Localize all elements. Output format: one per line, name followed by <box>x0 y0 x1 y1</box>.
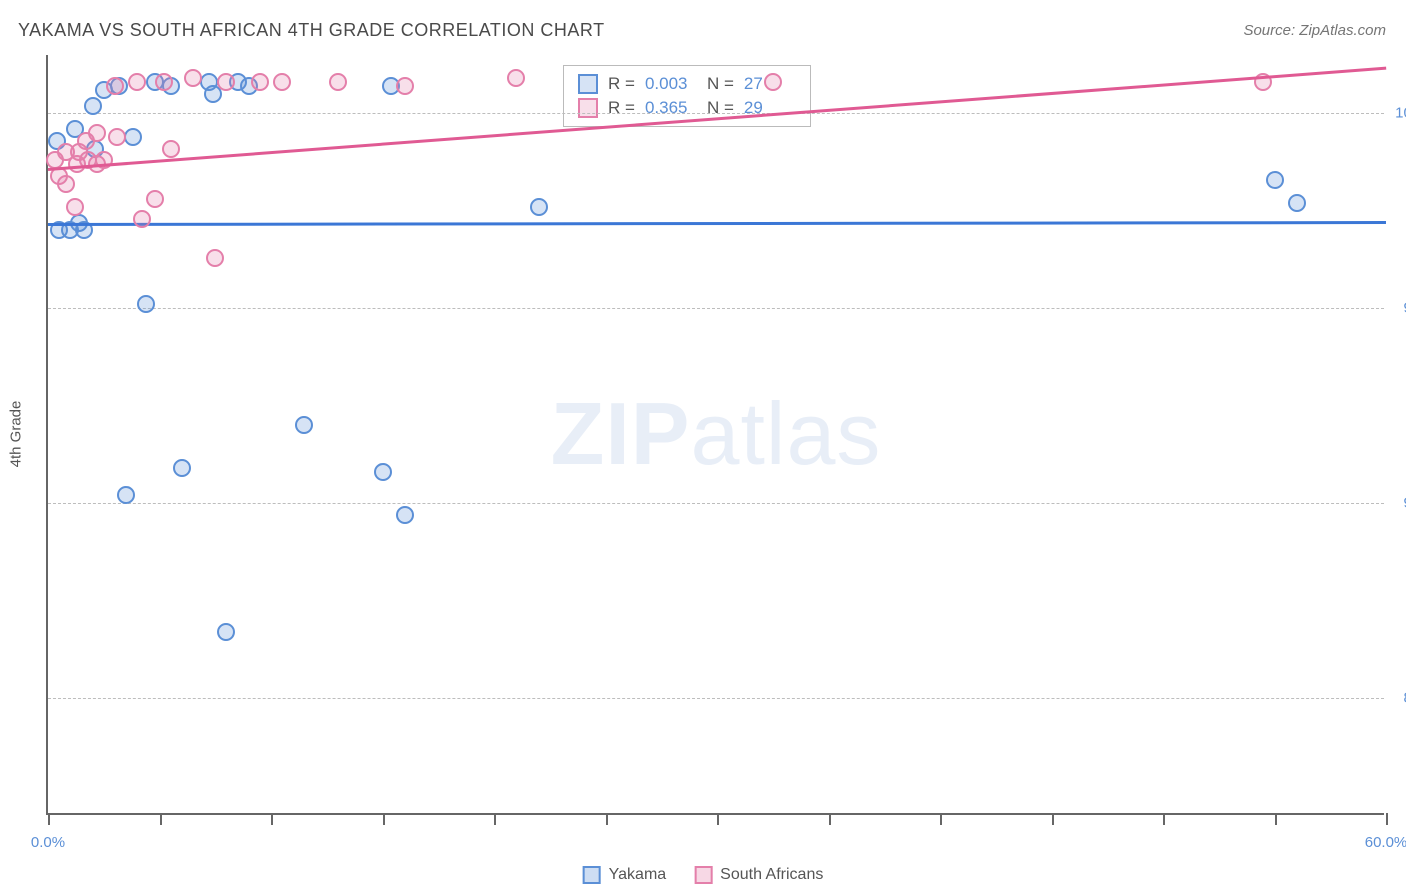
scatter-point <box>251 73 269 91</box>
scatter-point <box>1288 194 1306 212</box>
scatter-point <box>217 623 235 641</box>
scatter-point <box>295 416 313 434</box>
x-tick <box>383 813 385 825</box>
y-tick-label: 100.0% <box>1395 105 1406 122</box>
legend-item: South Africans <box>694 866 823 884</box>
legend-swatch <box>583 866 601 884</box>
scatter-point <box>184 69 202 87</box>
r-value: 0.365 <box>645 98 697 118</box>
scatter-point <box>396 506 414 524</box>
r-label: R = <box>608 98 635 118</box>
scatter-point <box>507 69 525 87</box>
legend-item: Yakama <box>583 866 667 884</box>
scatter-point <box>117 486 135 504</box>
trendline <box>48 221 1386 226</box>
gridline-h <box>48 308 1384 309</box>
x-tick <box>829 813 831 825</box>
bottom-legend: Yakama South Africans <box>583 866 824 884</box>
scatter-point <box>66 198 84 216</box>
scatter-point <box>88 124 106 142</box>
legend-swatch <box>578 74 598 94</box>
legend-swatch <box>694 866 712 884</box>
scatter-point <box>530 198 548 216</box>
source-label: Source: ZipAtlas.com <box>1243 22 1386 39</box>
scatter-point <box>124 128 142 146</box>
x-tick <box>940 813 942 825</box>
scatter-point <box>329 73 347 91</box>
r-value: 0.003 <box>645 74 697 94</box>
legend-label: Yakama <box>609 866 667 884</box>
r-label: R = <box>608 74 635 94</box>
x-tick-label: 0.0% <box>31 834 65 851</box>
scatter-point <box>155 73 173 91</box>
n-label: N = <box>707 98 734 118</box>
x-tick <box>1386 813 1388 825</box>
x-tick <box>717 813 719 825</box>
x-tick <box>494 813 496 825</box>
legend-label: South Africans <box>720 866 823 884</box>
scatter-point <box>374 463 392 481</box>
scatter-point <box>84 97 102 115</box>
scatter-point <box>206 249 224 267</box>
scatter-point <box>1266 171 1284 189</box>
gridline-h <box>48 503 1384 504</box>
n-label: N = <box>707 74 734 94</box>
chart-title: YAKAMA VS SOUTH AFRICAN 4TH GRADE CORREL… <box>18 20 605 41</box>
x-tick <box>606 813 608 825</box>
y-axis-title: 4th Grade <box>8 401 25 468</box>
scatter-point <box>133 210 151 228</box>
watermark-light: atlas <box>691 384 882 483</box>
scatter-point <box>146 190 164 208</box>
scatter-point <box>128 73 146 91</box>
legend-swatch <box>578 98 598 118</box>
watermark: ZIPatlas <box>551 383 882 485</box>
scatter-point <box>108 128 126 146</box>
scatter-point <box>162 140 180 158</box>
x-tick <box>1275 813 1277 825</box>
scatter-point <box>106 77 124 95</box>
x-tick <box>48 813 50 825</box>
scatter-point <box>273 73 291 91</box>
x-tick <box>271 813 273 825</box>
scatter-point <box>764 73 782 91</box>
x-tick <box>160 813 162 825</box>
gridline-h <box>48 113 1384 114</box>
scatter-point <box>57 175 75 193</box>
gridline-h <box>48 698 1384 699</box>
scatter-point <box>137 295 155 313</box>
plot-area: ZIPatlas 4th Grade R =0.003N =27R =0.365… <box>46 55 1384 815</box>
scatter-point <box>217 73 235 91</box>
x-tick <box>1052 813 1054 825</box>
scatter-point <box>173 459 191 477</box>
watermark-bold: ZIP <box>551 384 691 483</box>
x-tick-label: 60.0% <box>1365 834 1406 851</box>
x-tick <box>1163 813 1165 825</box>
scatter-point <box>396 77 414 95</box>
